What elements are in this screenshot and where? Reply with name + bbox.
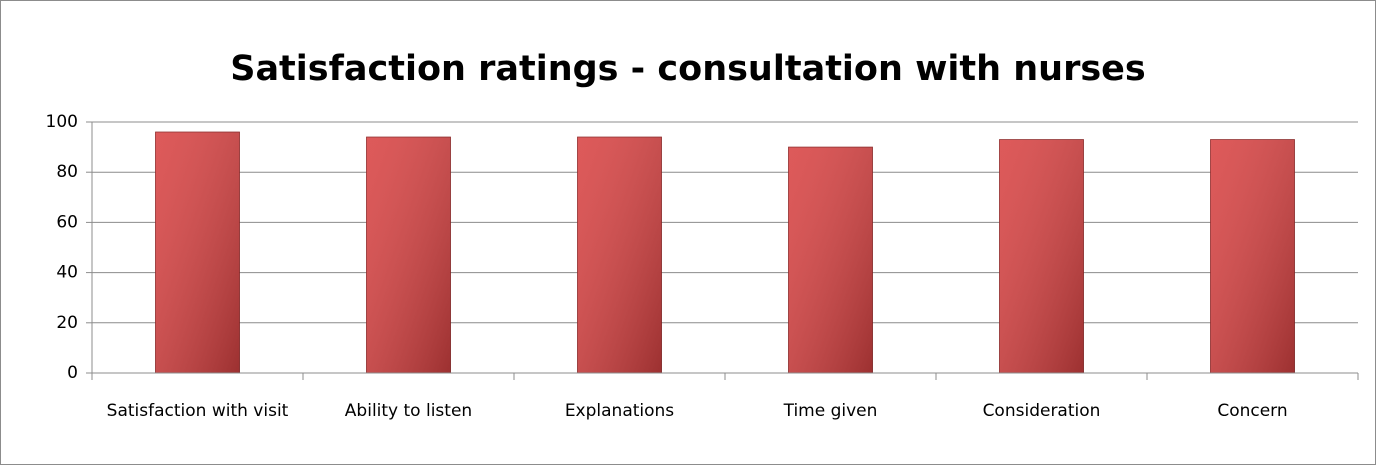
y-tick-label: 100 [46, 112, 78, 132]
bar [788, 146, 873, 374]
x-tick-label: Concern [1217, 401, 1288, 421]
bar [999, 139, 1084, 374]
y-tick-label: 20 [56, 313, 78, 333]
bar [155, 131, 240, 374]
y-tick-label: 60 [56, 212, 78, 232]
y-tick-label: 0 [67, 363, 78, 383]
x-tick-label: Explanations [564, 401, 675, 421]
y-tick-label: 80 [56, 162, 78, 182]
x-tick-label: Time given [783, 401, 878, 421]
x-tick-label: Consideration [982, 401, 1101, 421]
bar [1210, 139, 1295, 374]
chart-title: Satisfaction ratings - consultation with… [230, 49, 1146, 89]
bar [577, 136, 662, 374]
x-tick-label: Ability to listen [344, 401, 473, 421]
bar [366, 136, 451, 374]
y-tick-label: 40 [56, 263, 78, 283]
x-tick-label: Satisfaction with visit [106, 401, 289, 421]
